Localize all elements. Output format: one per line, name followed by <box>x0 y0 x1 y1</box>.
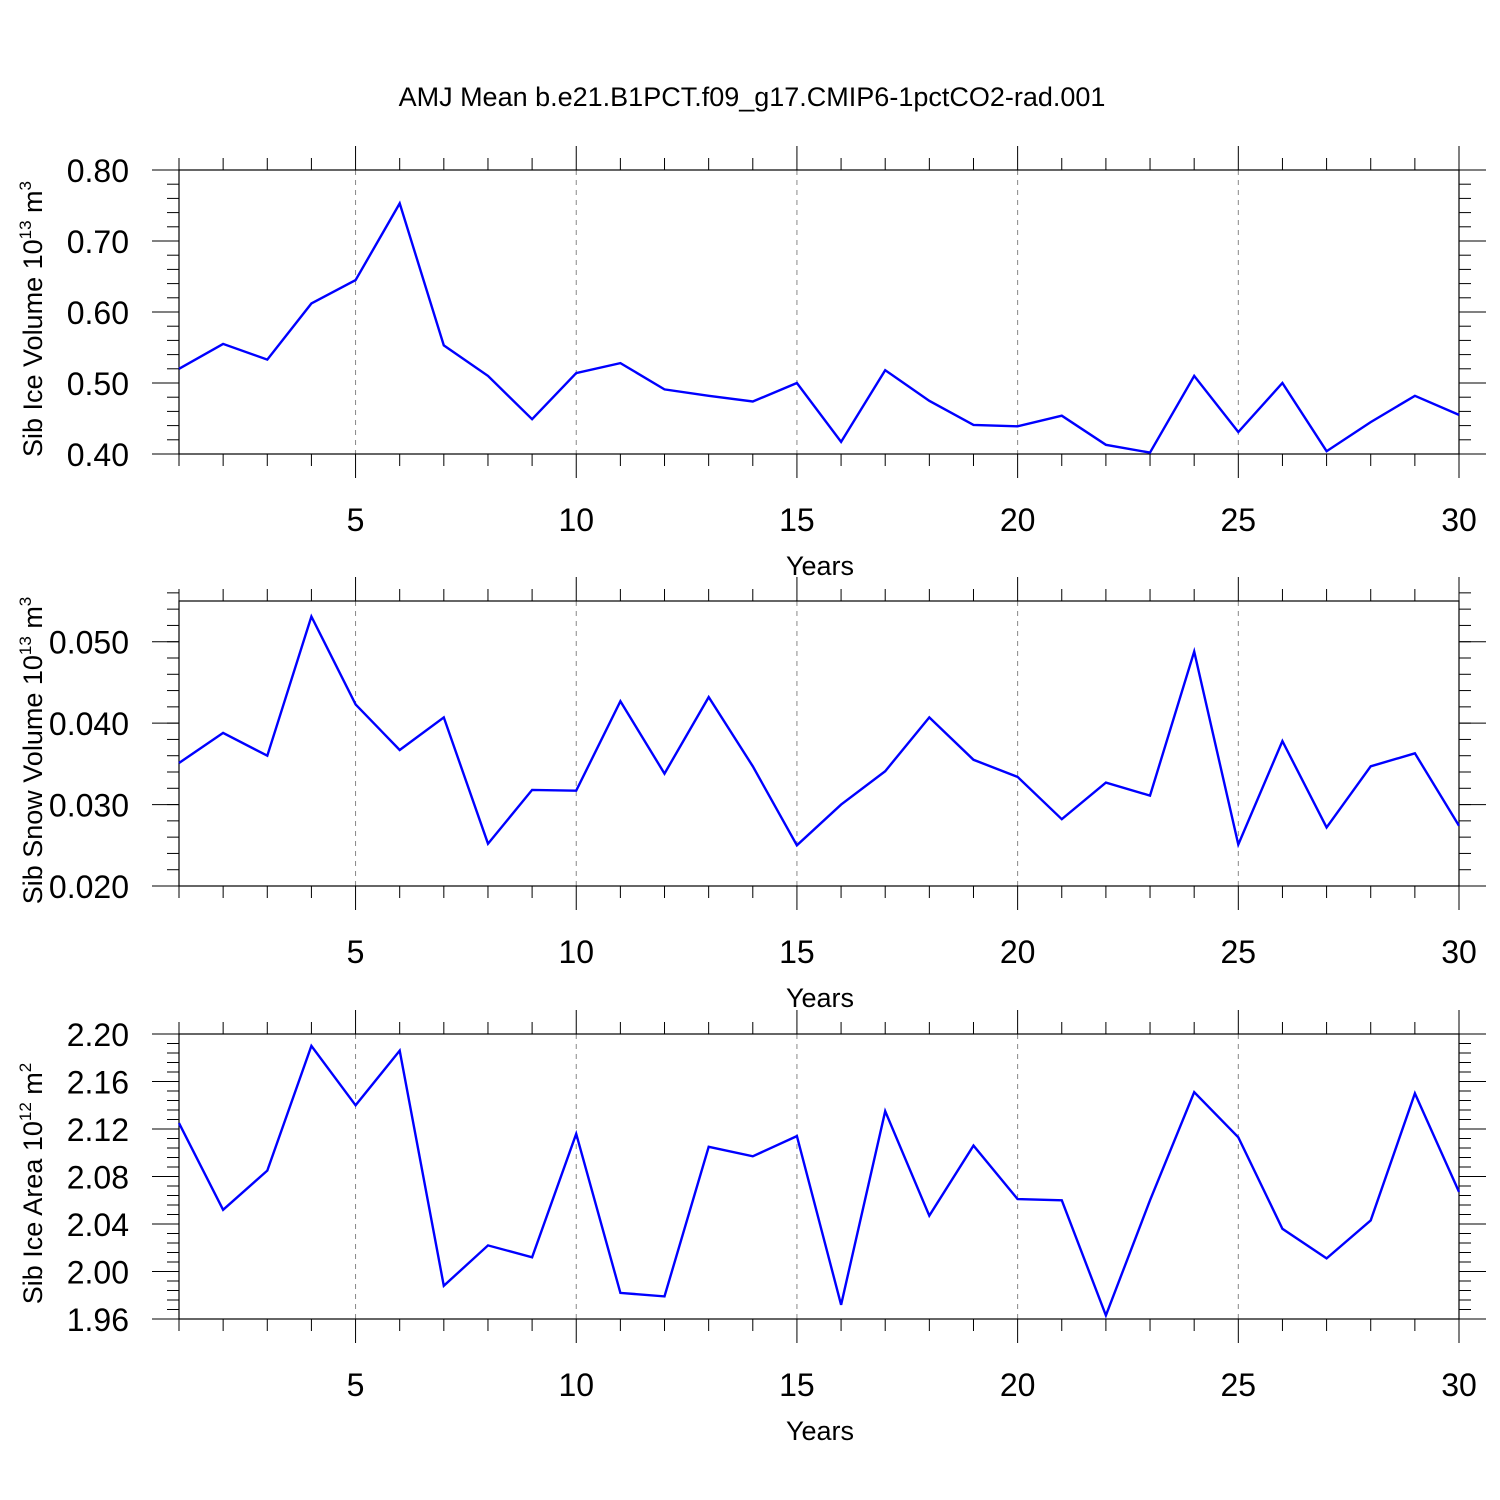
y-axis-label-text: Sib Snow Volume 10 <box>18 655 48 904</box>
y-tick-label: 2.00 <box>67 1255 129 1291</box>
x-tick-label: 25 <box>1221 1367 1257 1403</box>
y-tick-label: 0.020 <box>49 869 129 905</box>
y-tick-label: 0.50 <box>67 366 129 402</box>
x-tick-label: 30 <box>1441 502 1477 538</box>
y-tick-label: 0.40 <box>67 437 129 473</box>
chart-panel-1: 5 10 15 20 25 30 0.40 0.50 0.60 0.70 0.80 Years Sib … <box>16 146 1486 581</box>
series-line <box>177 1043 1461 1319</box>
y-axis-label-exponent: 13 <box>16 220 35 239</box>
plot-frame <box>178 1033 1460 1320</box>
x-tick-label: 10 <box>558 502 594 538</box>
series-line <box>178 613 1461 849</box>
x-tick-label: 20 <box>1000 1367 1036 1403</box>
y-tick-label: 1.96 <box>67 1302 129 1338</box>
y-tick-label: 2.16 <box>67 1065 129 1101</box>
chart-panel-3: 5 10 15 20 25 30 1.96 2.00 2.04 2.08 2.12 2.16 2.20 Y… <box>16 1010 1486 1446</box>
y-axis-label-exponent: 13 <box>16 636 35 655</box>
y-axis-label-text: Sib Ice Volume 10 <box>18 239 48 457</box>
x-tick-label: 30 <box>1441 1367 1477 1403</box>
y-axis-label-text: Sib Ice Area 10 <box>18 1121 48 1304</box>
x-tick-label: 5 <box>347 934 365 970</box>
y-axis-label-exponent: 12 <box>16 1102 35 1121</box>
x-tick-label: 5 <box>347 502 365 538</box>
series-line <box>178 200 1460 454</box>
x-tick-label: 10 <box>558 1367 594 1403</box>
y-tick-label: 2.04 <box>67 1207 129 1243</box>
y-tick-label: 2.12 <box>67 1112 129 1148</box>
y-tick-label: 2.20 <box>67 1017 129 1053</box>
y-tick-label: 0.80 <box>67 153 129 189</box>
y-axis-label: Sib Ice Area 1012 m2 <box>16 1063 48 1305</box>
x-tick-label: 15 <box>779 502 815 538</box>
y-axis-label-unit-exponent: 3 <box>16 181 35 190</box>
y-tick-label: 2.08 <box>67 1160 129 1196</box>
y-tick-label: 0.70 <box>67 224 129 260</box>
y-tick-label: 0.60 <box>67 295 129 331</box>
y-tick-label: 0.040 <box>49 706 129 742</box>
y-tick-label: 0.050 <box>49 625 129 661</box>
x-tick-label: 30 <box>1441 934 1477 970</box>
x-tick-label: 10 <box>558 934 594 970</box>
y-axis-label: Sib Snow Volume 1013 m3 <box>16 597 48 905</box>
x-tick-label: 20 <box>1000 502 1036 538</box>
y-axis-label-unit: m <box>18 1072 48 1102</box>
plot-frame <box>178 600 1460 887</box>
x-axis-label: Years <box>786 1416 854 1446</box>
chart-title: AMJ Mean b.e21.B1PCT.f09_g17.CMIP6-1pctC… <box>399 82 1106 112</box>
y-axis-label: Sib Ice Volume 1013 m3 <box>16 181 48 457</box>
x-tick-label: 5 <box>347 1367 365 1403</box>
x-tick-label: 15 <box>779 934 815 970</box>
y-axis-label-unit: m <box>18 606 48 636</box>
y-axis-label-unit-exponent: 2 <box>16 1063 35 1072</box>
x-axis-label: Years <box>786 551 854 581</box>
chart-panel-2: 5 10 15 20 25 30 0.020 0.030 0.040 0.050 Years Sib … <box>16 577 1486 1013</box>
y-axis-label-unit: m <box>18 190 48 220</box>
y-tick-label: 0.030 <box>49 788 129 824</box>
y-axis-label-unit-exponent: 3 <box>16 597 35 606</box>
chart-panels: 5 10 15 20 25 300.400.500.600.700.80YearsSib … <box>16 146 1486 1446</box>
x-axis-label: Years <box>786 983 854 1013</box>
x-tick-label: 25 <box>1221 502 1257 538</box>
x-tick-label: 25 <box>1221 934 1257 970</box>
x-tick-label: 15 <box>779 1367 815 1403</box>
x-tick-label: 20 <box>1000 934 1036 970</box>
